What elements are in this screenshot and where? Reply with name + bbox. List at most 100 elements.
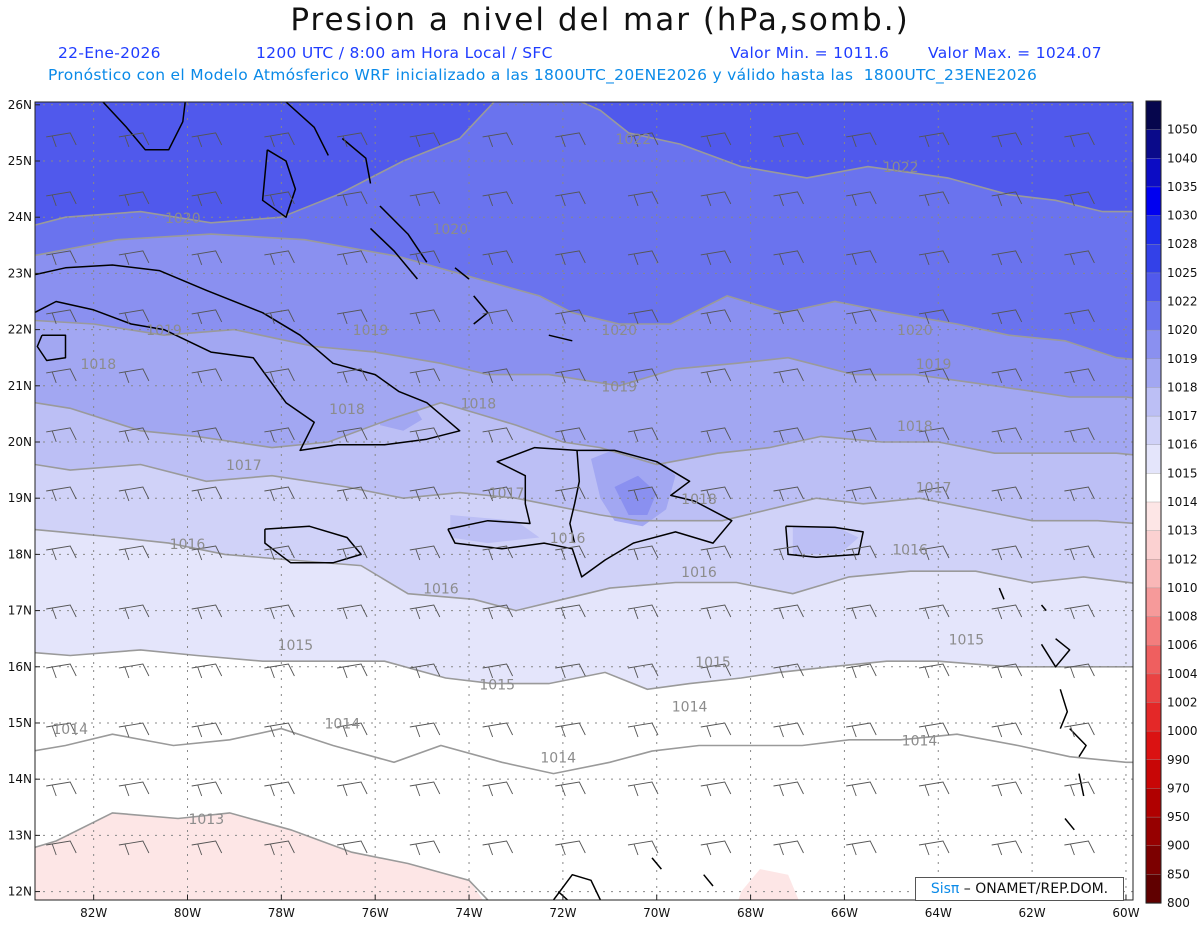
lat-tick-label: 18N <box>8 547 32 561</box>
colorbar-label: 800 <box>1167 896 1190 910</box>
isobar-label: 1019 <box>353 323 389 339</box>
colorbar-swatch <box>1145 186 1162 217</box>
time-label: 1200 UTC / 8:00 am Hora Local / SFC <box>256 44 553 62</box>
lat-tick-label: 12N <box>8 885 32 899</box>
isobar-label: 1015 <box>949 632 985 648</box>
colorbar-swatch <box>1145 730 1162 761</box>
isobar-label: 1016 <box>892 542 928 558</box>
lon-tick-label: 68W <box>737 906 764 920</box>
colorbar-swatch <box>1145 501 1162 532</box>
colorbar-label: 1018 <box>1167 380 1198 394</box>
colorbar-swatch <box>1145 759 1162 790</box>
isobar-label: 1014 <box>672 700 708 716</box>
colorbar-swatch <box>1145 530 1162 560</box>
colorbar-swatch <box>1145 587 1162 618</box>
max-value-label: Valor Max. = 1024.07 <box>928 44 1102 62</box>
lat-tick-label: 23N <box>8 266 32 280</box>
isobar-label: 1018 <box>681 492 717 508</box>
coastlines <box>35 102 1087 900</box>
isobar-label: 1018 <box>329 402 365 418</box>
lon-tick-label: 74W <box>455 906 482 920</box>
colorbar-label: 1006 <box>1167 638 1198 652</box>
colorbar-swatch <box>1145 301 1162 331</box>
colorbar-label: 1020 <box>1167 323 1198 337</box>
isobar-label: 1022 <box>883 160 919 176</box>
isobar-label: 1015 <box>479 677 515 693</box>
colorbar: 1050 1040 1035 1030 1028 1025 1022 1020 1019 1018… <box>1145 100 1198 910</box>
lat-tick-label: 20N <box>8 435 32 449</box>
isobar-label: 1020 <box>432 222 468 238</box>
lon-tick-label: 70W <box>643 906 670 920</box>
colorbar-swatch <box>1145 874 1162 904</box>
colorbar-label: 1050 <box>1167 123 1198 137</box>
isobar-label: 1014 <box>52 722 88 738</box>
plot-frame <box>34 101 1134 901</box>
isobar-label: 1020 <box>601 323 637 339</box>
lon-tick-label: 60W <box>1112 906 1139 920</box>
colorbar-swatch <box>1145 387 1162 417</box>
isobar-label: 1015 <box>278 638 314 654</box>
longitude-axis: 82W 80W 78W 76W 74W 72W 70W 68W 66W 64W 62W 60W <box>80 895 1140 920</box>
latitude-axis: 26N 25N 24N 23N 22N 21N 20N 19N 18N 17N 16N 15N 14N 1… <box>8 98 40 899</box>
colorbar-label: 1019 <box>1167 352 1198 366</box>
colorbar-label: 850 <box>1167 867 1190 881</box>
colorbar-label: 1017 <box>1167 409 1198 423</box>
sispi-logo: Sisπ <box>930 881 960 897</box>
lat-lon-grid <box>35 102 1133 900</box>
lon-tick-label: 78W <box>268 906 295 920</box>
colorbar-label: 1000 <box>1167 724 1198 738</box>
colorbar-swatch <box>1145 702 1162 732</box>
lon-tick-label: 62W <box>1019 906 1046 920</box>
isobar-label: 1017 <box>489 486 525 502</box>
colorbar-swatch <box>1145 673 1162 704</box>
colorbar-label: 1040 <box>1167 151 1198 165</box>
lat-tick-label: 22N <box>8 323 32 337</box>
colorbar-swatch <box>1145 473 1162 503</box>
colorbar-label: 1022 <box>1167 295 1198 309</box>
colorbar-swatch <box>1145 415 1162 446</box>
wind-barbs <box>46 132 1095 856</box>
colorbar-swatch <box>1145 215 1162 245</box>
lon-tick-label: 82W <box>80 906 107 920</box>
lon-tick-label: 72W <box>549 906 576 920</box>
colorbar-swatch <box>1145 645 1162 675</box>
isobar-label: 1014 <box>902 734 938 750</box>
colorbar-label: 1025 <box>1167 266 1198 280</box>
forecast-info: Pronóstico con el Modelo Atmósferico WRF… <box>48 66 1038 84</box>
isobar-label: 1016 <box>170 537 206 553</box>
colorbar-swatch <box>1145 845 1162 876</box>
colorbar-swatch <box>1145 616 1162 646</box>
isobar-label: 1020 <box>165 211 201 227</box>
isobar-label: 1015 <box>695 655 731 671</box>
colorbar-label: 1030 <box>1167 209 1198 223</box>
map-title: Presion a nivel del mar (hPa,somb.) <box>290 2 910 38</box>
colorbar-label: 900 <box>1167 839 1190 853</box>
lat-tick-label: 13N <box>8 828 32 842</box>
isobar-label: 1018 <box>461 396 497 412</box>
lat-tick-label: 25N <box>8 154 32 168</box>
credit-box: Sisπ – ONAMET/REP.DOM. <box>915 877 1124 901</box>
colorbar-label: 1016 <box>1167 438 1198 452</box>
colorbar-swatch <box>1145 816 1162 847</box>
colorbar-label: 1014 <box>1167 495 1198 509</box>
colorbar-label: 1028 <box>1167 237 1198 251</box>
lat-tick-label: 15N <box>8 716 32 730</box>
isobar-label: 1016 <box>681 565 717 581</box>
colorbar-swatch <box>1145 158 1162 188</box>
lat-tick-label: 24N <box>8 210 32 224</box>
isobar-label: 1013 <box>188 812 224 828</box>
colorbar-label: 1015 <box>1167 466 1198 480</box>
lon-tick-label: 66W <box>831 906 858 920</box>
colorbar-label: 970 <box>1167 781 1190 795</box>
lat-tick-label: 14N <box>8 772 32 786</box>
min-value-label: Valor Min. = 1011.6 <box>730 44 890 62</box>
colorbar-label: 950 <box>1167 810 1190 824</box>
colorbar-label: 1035 <box>1167 180 1198 194</box>
colorbar-swatch <box>1145 444 1162 475</box>
isobar-label: 1019 <box>146 323 182 339</box>
credit-text: – ONAMET/REP.DOM. <box>959 881 1109 897</box>
lat-tick-label: 16N <box>8 660 32 674</box>
lat-tick-label: 26N <box>8 98 32 112</box>
